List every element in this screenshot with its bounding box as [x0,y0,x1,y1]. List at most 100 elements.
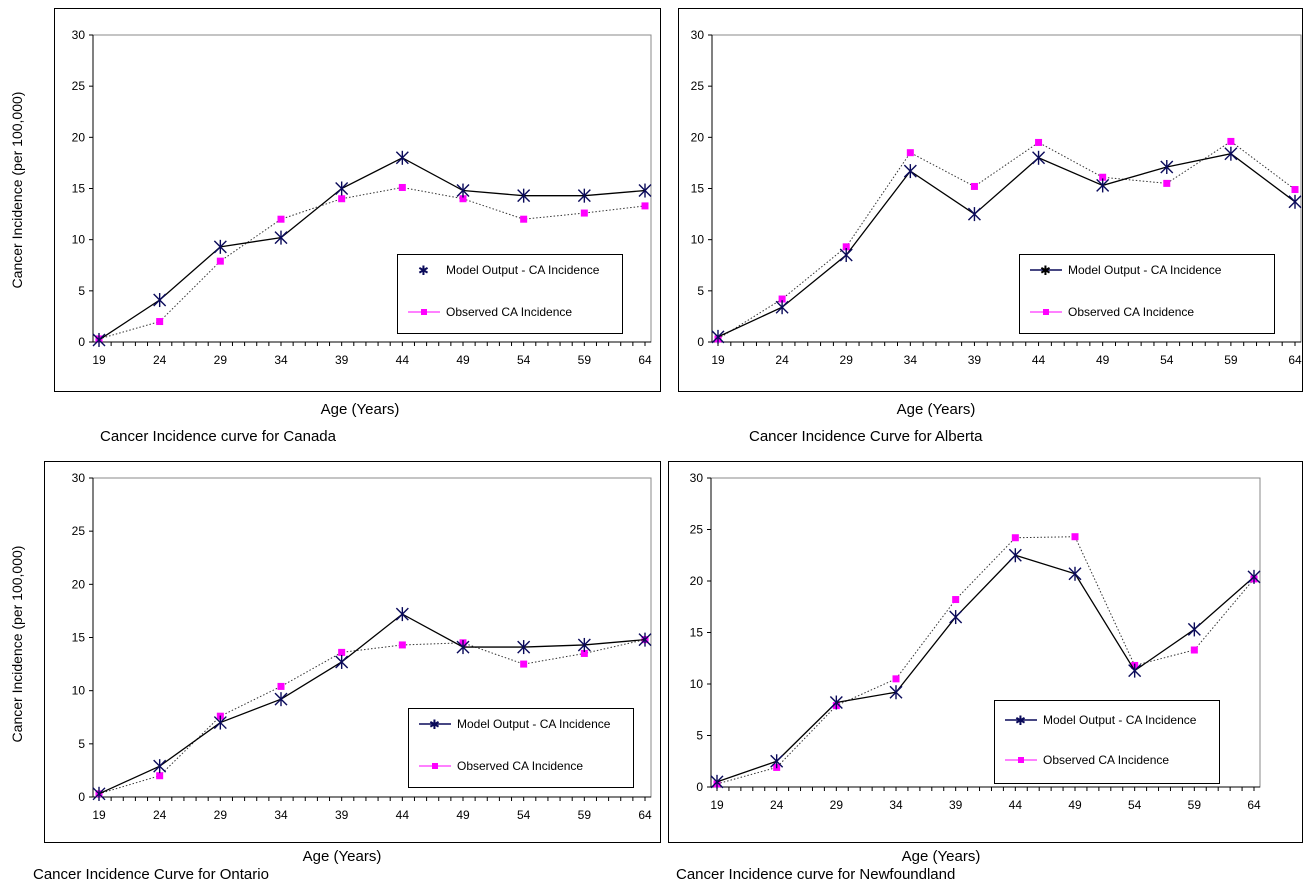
x-tick-label: 64 [1247,798,1261,812]
y-tick-label: 10 [72,233,86,247]
series-line-model [98,613,646,795]
x-tick-label: 64 [1288,353,1302,367]
data-point-observed [970,182,978,190]
data-point-model [770,754,784,769]
x-tick-label: 39 [949,798,963,812]
y-tick-label: 20 [72,577,86,591]
data-point-model [889,685,903,700]
x-tick-label: 29 [214,353,228,367]
x-tick-label: 54 [1128,798,1142,812]
y-tick-label: 0 [697,335,704,349]
y-tick-label: 5 [696,729,703,743]
data-point-observed [156,318,164,326]
data-point-model [274,692,288,707]
x-axis-label-canada: Age (Years) [320,401,400,418]
data-point-observed [580,209,588,217]
legend-observed-swatch-icon [406,306,442,318]
data-point-observed [398,183,406,191]
y-tick-label: 15 [691,182,705,196]
data-point-model [395,150,409,165]
x-tick-label: 24 [153,808,167,822]
data-point-observed [580,649,588,657]
x-tick-label: 49 [456,808,470,822]
legend-canada: ✱ Model Output - CA Incidence Observed C… [397,254,623,334]
y-tick-label: 10 [72,684,86,698]
data-point-model [638,183,652,198]
data-point-model [1160,160,1174,175]
x-tick-label: 59 [578,353,592,367]
legend-item-observed: Observed CA Incidence [1028,305,1194,319]
x-tick-label: 49 [1068,798,1082,812]
legend-model-swatch-icon: ✱ [1003,714,1039,726]
data-point-observed [1190,646,1198,654]
y-tick-label: 0 [78,335,85,349]
data-point-model [711,329,725,344]
legend-item-observed: Observed CA Incidence [1003,753,1169,767]
data-point-model [153,293,167,308]
y-tick-label: 20 [690,574,704,588]
data-point-model [775,300,789,315]
x-tick-label: 44 [396,808,410,822]
data-point-model [1224,146,1238,161]
legend-item-model: ✱ Model Output - CA Incidence [1003,713,1196,727]
x-tick-label: 39 [335,353,349,367]
data-point-model [213,239,227,254]
x-tick-label: 29 [214,808,228,822]
y-tick-label: 15 [72,182,86,196]
data-point-model [577,637,591,652]
x-axis-label-newfoundland: Age (Years) [901,848,981,865]
data-point-model [1128,663,1142,678]
legend-label-model: Model Output - CA Incidence [1068,263,1222,277]
data-point-model [92,332,106,347]
data-point-observed [277,215,285,223]
y-tick-label: 30 [691,28,705,42]
x-tick-label: 29 [840,353,854,367]
svg-text:✱: ✱ [1015,714,1026,726]
data-point-observed [1291,186,1299,194]
y-tick-label: 30 [72,28,86,42]
x-tick-label: 34 [889,798,903,812]
svg-text:✱: ✱ [1040,264,1051,276]
legend-label-observed: Observed CA Incidence [457,759,584,773]
legend-ontario: ✱ Model Output - CA Incidence Observed C… [408,708,634,788]
data-point-observed [156,772,164,780]
data-point-observed [1099,173,1107,181]
y-tick-label: 15 [72,631,86,645]
data-point-observed [277,682,285,690]
data-point-observed [778,295,786,303]
legend-item-model: ✱ Model Output - CA Incidence [417,717,610,731]
data-point-model [335,181,349,196]
series-line-model [716,554,1255,783]
x-tick-label: 59 [578,808,592,822]
series-line-observed [716,536,1255,785]
data-point-model [829,695,843,710]
data-point-observed [842,243,850,251]
legend-label-observed: Observed CA Incidence [1043,753,1170,767]
x-tick-label: 44 [1032,353,1046,367]
y-tick-label: 30 [72,471,86,485]
legend-alberta: ✱ Model Output - CA Incidence Observed C… [1019,254,1275,334]
data-point-observed [338,195,346,203]
data-point-observed [1011,534,1019,542]
data-point-model [967,207,981,222]
data-point-model [153,759,167,774]
data-point-model [274,230,288,245]
data-point-model [92,786,106,801]
data-point-observed [1071,533,1079,541]
legend-model-swatch-icon: ✱ [417,718,453,730]
y-tick-label: 0 [696,780,703,794]
y-tick-label: 30 [690,471,704,485]
data-point-observed [520,215,528,223]
legend-label-model: Model Output - CA Incidence [446,263,600,277]
series-line-model [98,157,646,341]
x-tick-label: 19 [92,808,106,822]
x-axis-label-ontario: Age (Years) [302,848,382,865]
x-tick-label: 19 [92,353,106,367]
series-line-observed [98,639,646,795]
x-tick-label: 64 [638,808,652,822]
x-tick-label: 29 [830,798,844,812]
x-tick-label: 39 [335,808,349,822]
x-tick-label: 44 [396,353,410,367]
